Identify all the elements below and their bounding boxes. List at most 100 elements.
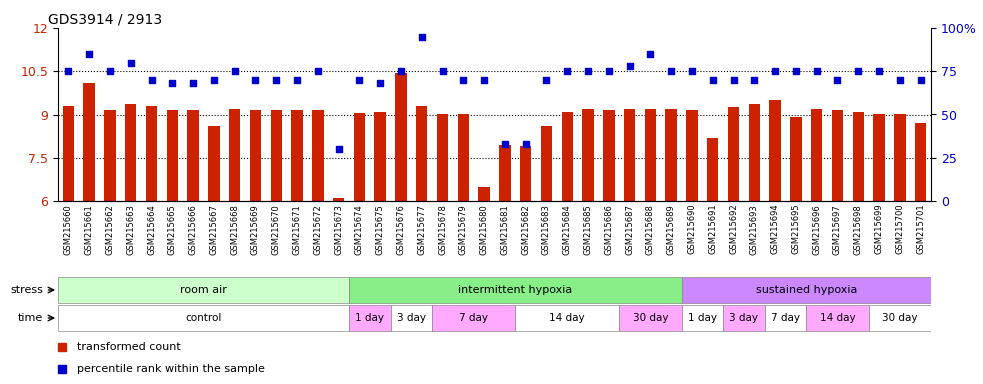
Point bbox=[373, 80, 388, 86]
Bar bbox=[166, 110, 178, 201]
Point bbox=[476, 77, 492, 83]
Bar bbox=[915, 123, 926, 201]
Point bbox=[913, 77, 929, 83]
Bar bbox=[188, 110, 199, 201]
Bar bbox=[375, 112, 386, 201]
Bar bbox=[686, 110, 698, 201]
Text: GDS3914 / 2913: GDS3914 / 2913 bbox=[48, 12, 162, 26]
Point bbox=[185, 80, 201, 86]
Text: intermittent hypoxia: intermittent hypoxia bbox=[458, 285, 572, 295]
Bar bbox=[436, 114, 448, 201]
Bar bbox=[790, 118, 801, 201]
Bar bbox=[58, 305, 349, 331]
Bar bbox=[395, 73, 407, 201]
Text: 7 day: 7 day bbox=[771, 313, 800, 323]
Point bbox=[268, 77, 284, 83]
Text: 30 day: 30 day bbox=[633, 313, 668, 323]
Bar bbox=[416, 106, 428, 201]
Bar bbox=[624, 109, 635, 201]
Bar bbox=[515, 305, 619, 331]
Text: 14 day: 14 day bbox=[549, 313, 585, 323]
Text: 14 day: 14 day bbox=[820, 313, 855, 323]
Point bbox=[830, 77, 845, 83]
Point bbox=[455, 77, 471, 83]
Point bbox=[393, 68, 409, 74]
Bar bbox=[433, 305, 515, 331]
Point bbox=[82, 51, 97, 57]
Text: transformed count: transformed count bbox=[78, 341, 181, 352]
Bar bbox=[707, 137, 719, 201]
Bar bbox=[770, 100, 781, 201]
Bar bbox=[104, 110, 116, 201]
Point bbox=[310, 68, 325, 74]
Point bbox=[330, 146, 346, 152]
Point bbox=[664, 68, 679, 74]
Bar bbox=[125, 104, 137, 201]
Text: 1 day: 1 day bbox=[688, 313, 717, 323]
Bar bbox=[84, 83, 95, 201]
Bar bbox=[806, 305, 869, 331]
Point bbox=[248, 77, 263, 83]
Bar bbox=[895, 114, 905, 201]
Point bbox=[601, 68, 616, 74]
Bar bbox=[291, 110, 303, 201]
Point bbox=[518, 141, 534, 147]
Bar bbox=[869, 305, 931, 331]
Bar bbox=[499, 145, 510, 201]
Bar bbox=[250, 110, 261, 201]
Point bbox=[643, 51, 659, 57]
Point bbox=[144, 77, 159, 83]
Text: 7 day: 7 day bbox=[459, 313, 489, 323]
Point bbox=[705, 77, 721, 83]
Bar bbox=[390, 305, 433, 331]
Bar bbox=[681, 276, 931, 303]
Bar bbox=[727, 107, 739, 201]
Point bbox=[123, 60, 139, 66]
Bar bbox=[145, 106, 157, 201]
Text: 30 day: 30 day bbox=[882, 313, 917, 323]
Point bbox=[61, 68, 77, 74]
Text: stress: stress bbox=[11, 285, 43, 295]
Point bbox=[352, 77, 368, 83]
Point bbox=[746, 77, 762, 83]
Bar bbox=[765, 305, 806, 331]
Bar bbox=[619, 305, 681, 331]
Bar bbox=[832, 110, 843, 201]
Text: sustained hypoxia: sustained hypoxia bbox=[756, 285, 857, 295]
Point bbox=[768, 68, 783, 74]
Bar bbox=[354, 113, 365, 201]
Point bbox=[102, 68, 118, 74]
Point bbox=[788, 68, 804, 74]
Bar bbox=[349, 276, 681, 303]
Point bbox=[892, 77, 907, 83]
Bar bbox=[582, 109, 594, 201]
Bar bbox=[665, 109, 677, 201]
Point bbox=[497, 141, 513, 147]
Bar bbox=[349, 305, 390, 331]
Point bbox=[621, 63, 637, 69]
Point bbox=[559, 68, 575, 74]
Text: 1 day: 1 day bbox=[355, 313, 384, 323]
Point bbox=[227, 68, 243, 74]
Point bbox=[725, 77, 741, 83]
Point bbox=[414, 33, 430, 40]
Bar bbox=[229, 109, 241, 201]
Point bbox=[434, 68, 450, 74]
Bar bbox=[811, 109, 823, 201]
Bar bbox=[604, 110, 614, 201]
Bar bbox=[313, 110, 323, 201]
Bar bbox=[541, 126, 552, 201]
Text: control: control bbox=[186, 313, 222, 323]
Text: 3 day: 3 day bbox=[397, 313, 426, 323]
Point bbox=[539, 77, 554, 83]
Point bbox=[684, 68, 700, 74]
Bar bbox=[723, 305, 765, 331]
Bar bbox=[852, 112, 864, 201]
Bar bbox=[681, 305, 723, 331]
Text: time: time bbox=[19, 313, 43, 323]
Bar bbox=[520, 146, 532, 201]
Point bbox=[871, 68, 887, 74]
Text: percentile rank within the sample: percentile rank within the sample bbox=[78, 364, 265, 374]
Text: room air: room air bbox=[180, 285, 227, 295]
Bar bbox=[749, 104, 760, 201]
